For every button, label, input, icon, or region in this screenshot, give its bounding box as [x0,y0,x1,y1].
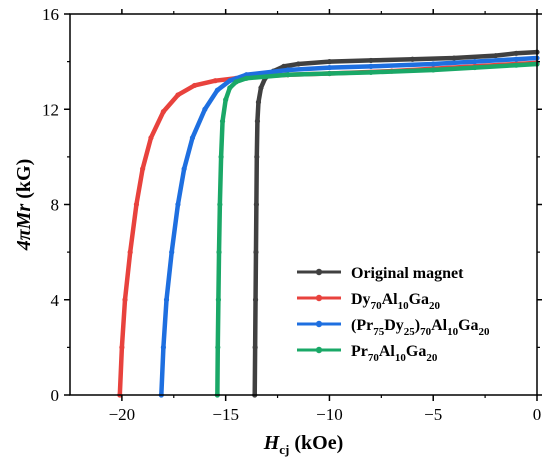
series-3-point-6 [219,118,226,124]
series-2-point-15 [472,59,478,65]
series-1-point-7 [160,109,166,115]
y-tick-label-2: 8 [51,196,60,215]
series-3-point-15 [472,64,478,71]
series-3-point-16 [513,62,519,68]
legend-label-3: Pr70Al10Ga20 [351,343,438,364]
series-0-point-1 [252,344,258,350]
y-tick-label-4: 16 [42,5,59,24]
series-1-point-10 [212,78,218,84]
series-1-point-6 [148,135,154,141]
series-0-point-15 [409,56,416,62]
series-0-point-7 [255,99,262,105]
legend-marker-0 [315,268,323,276]
legend-marker-2 [315,320,323,328]
series-0-point-5 [254,154,260,160]
series-2-point-3 [169,249,175,255]
series-3-point-7 [223,97,229,103]
legend: Original magnet Dy70Al10Ga20 (Pr75Dy25)70A… [297,265,490,364]
legend-marker-3 [315,346,323,354]
y-axis-title: 4πMr (kG) [13,159,35,251]
series-line-3 [215,61,540,398]
series-0-point-18 [513,50,519,56]
series-2-point-16 [513,56,519,62]
plot-layer [117,49,540,398]
series-0-point-17 [492,53,499,59]
series-1-point-4 [133,201,140,208]
series-3-point-1 [215,344,221,350]
series-3-point-12 [326,70,333,77]
series-2-point-5 [181,166,187,172]
legend-marker-1 [315,294,323,302]
series-1-point-5 [140,166,146,172]
series-2-point-12 [326,64,333,71]
series-3-point-14 [430,67,436,73]
series-3-point-4 [217,201,223,208]
series-1-point-8 [175,92,181,98]
series-0-point-12 [295,61,301,67]
series-1-point-1 [119,344,125,350]
series-2-point-2 [163,297,170,303]
x-tick-label-4: 0 [533,405,542,424]
y-tick-label-3: 12 [42,100,59,119]
series-3-point-2 [215,297,222,303]
series-1-point-3 [127,249,133,255]
axes-layer: −20 −15 −10 −5 0 0 4 8 12 16 Hcj (kOe) 4πMr (kG) [13,5,542,457]
series-0-point-6 [254,118,261,124]
series-2-point-8 [214,87,220,93]
series-0-point-14 [368,57,374,64]
series-0-point-16 [451,55,457,61]
series-3-point-8 [227,85,233,91]
series-line-1 [117,60,540,398]
series-0-point-3 [253,249,259,255]
series-2-point-9 [227,78,233,84]
series-0-point-11 [281,63,287,69]
series-1-point-2 [122,297,128,303]
series-0-point-8 [258,85,264,91]
y-tick-label-0: 0 [51,386,60,405]
series-2-point-1 [160,344,166,350]
series-2-point-13 [368,63,374,69]
series-line-2 [159,55,540,398]
series-2-point-14 [430,61,436,67]
series-3-point-11 [285,72,291,78]
series-3-point-10 [243,75,250,81]
x-tick-label-2: −10 [316,405,343,424]
series-3-point-13 [368,69,374,75]
series-3-point-9 [233,79,239,85]
series-0-point-13 [326,59,333,65]
series-2-point-7 [202,106,208,112]
series-2-point-6 [189,135,196,141]
series-3-point-3 [216,249,222,255]
legend-label-0: Original magnet [351,265,464,282]
series-2-point-11 [285,67,291,73]
series-line-0 [252,49,540,398]
series-2-point-4 [175,201,181,208]
legend-label-2: (Pr75Dy25)70Al10Ga20 [351,317,490,338]
series-1-point-9 [191,82,198,89]
legend-label-1: Dy70Al10Ga20 [351,291,441,312]
y-tick-label-1: 4 [51,291,60,310]
x-tick-label-0: −20 [109,405,136,424]
series-0-point-2 [252,297,259,303]
series-3-point-5 [218,154,224,160]
x-axis-title: Hcj (kOe) [263,432,344,457]
series-0-point-4 [253,201,259,208]
x-tick-label-1: −15 [212,405,239,424]
x-tick-label-3: −5 [424,405,442,424]
